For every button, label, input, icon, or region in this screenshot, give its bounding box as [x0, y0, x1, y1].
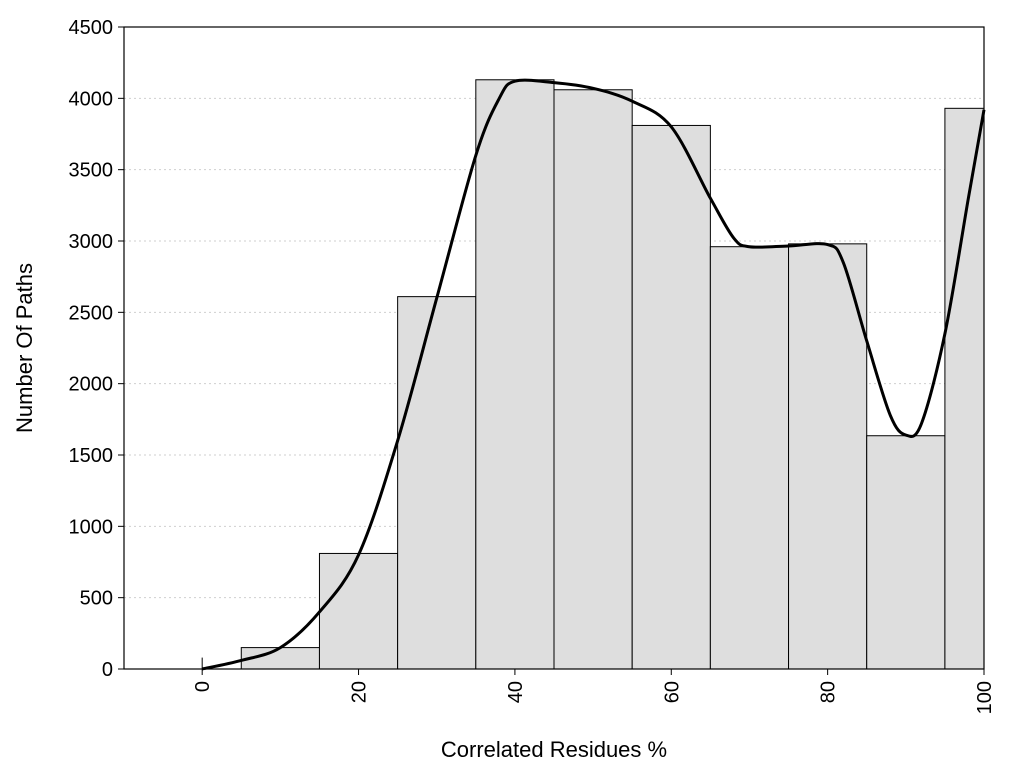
histogram-bar — [553, 89, 633, 670]
y-axis-ticks: 0 500 1000 1500 2000 2500 3000 3500 4000 4500 — [69, 17, 124, 681]
plot-frame — [123, 26, 985, 670]
y-tick-label: 4500 — [69, 17, 114, 39]
y-tick-label: 3000 — [69, 231, 114, 253]
smooth-curve-layer — [201, 78, 986, 671]
y-tick-label: 1000 — [69, 516, 114, 538]
y-tick-label: 2500 — [69, 302, 114, 324]
histogram-bar — [318, 552, 399, 670]
y-tick-label: 500 — [80, 588, 113, 610]
y-tick-label: 4000 — [69, 88, 114, 110]
x-axis-title: Correlated Residues % — [441, 737, 667, 762]
smooth-fit-curve — [201, 78, 986, 671]
x-tick-label: 0 — [192, 681, 214, 692]
histogram-bars — [201, 79, 985, 670]
histogram-bar — [709, 246, 790, 670]
y-axis-title: Number Of Paths — [12, 263, 37, 433]
x-tick-label: 20 — [349, 681, 371, 703]
y-tick-label: 1500 — [69, 445, 114, 467]
x-axis-ticks: 0 20 40 60 80 100 — [192, 669, 996, 714]
y-tick-label: 0 — [102, 659, 113, 681]
y-tick-label: 2000 — [69, 374, 114, 396]
histogram-bar — [866, 435, 946, 670]
histogram-bar — [788, 243, 868, 670]
histogram-bar — [397, 296, 477, 670]
histogram-bar — [475, 79, 555, 670]
y-tick-label: 3500 — [69, 160, 114, 182]
histogram-bar — [631, 124, 711, 670]
x-tick-label: 60 — [661, 681, 683, 703]
x-tick-label: 40 — [505, 681, 527, 703]
histogram-bar — [944, 107, 985, 670]
x-tick-label: 80 — [818, 681, 840, 703]
x-tick-label: 100 — [974, 681, 996, 714]
